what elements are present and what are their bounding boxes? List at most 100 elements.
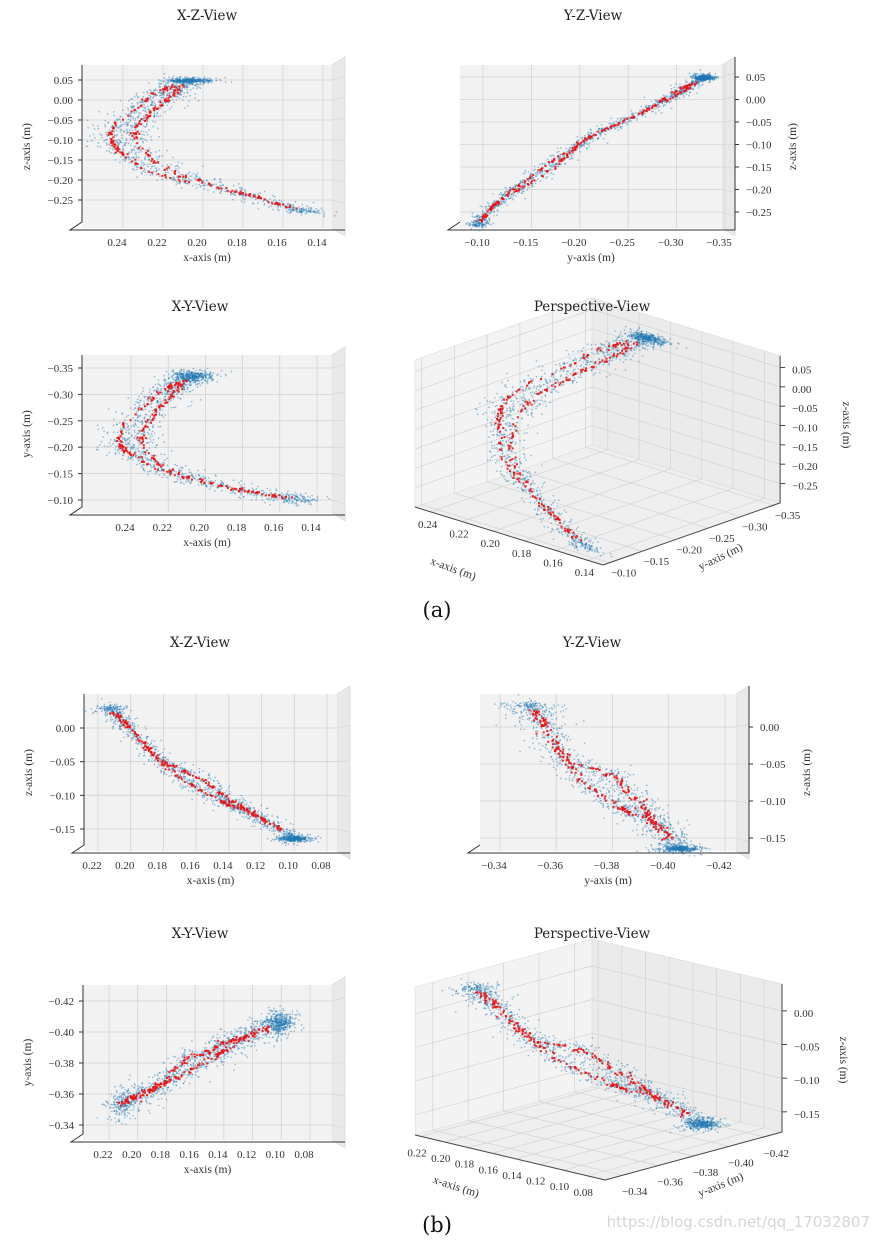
cloud-point [166, 104, 168, 107]
trajectory-point [575, 146, 578, 149]
side-gridline [331, 499, 346, 505]
cloud-point [134, 153, 137, 155]
cloud-point [133, 105, 136, 108]
cloud-point [476, 225, 479, 227]
cloud-point [137, 420, 139, 423]
cloud-point [705, 77, 708, 80]
cloud-point [502, 200, 505, 203]
cloud-point [172, 398, 175, 400]
cloud-point [192, 81, 195, 83]
cloud-point [588, 134, 590, 136]
cloud-point [599, 132, 601, 135]
cloud-point [535, 175, 538, 177]
cloud-point [168, 78, 170, 81]
cloud-point [292, 209, 295, 212]
cloud-point [270, 492, 273, 494]
trajectory-point [197, 179, 200, 182]
cloud-point [135, 155, 138, 157]
cloud-point [189, 79, 192, 82]
cloud-point [698, 75, 700, 77]
cloud-point [698, 77, 701, 80]
cloud-point [573, 143, 575, 146]
cloud-point [202, 80, 205, 83]
cloud-point [487, 202, 490, 205]
cloud-point [189, 481, 191, 484]
cloud-point [202, 78, 204, 81]
cloud-point [704, 75, 707, 78]
trajectory-point [609, 125, 612, 128]
cloud-point [553, 155, 555, 157]
cloud-point [114, 158, 116, 161]
cloud-point [121, 436, 124, 439]
cloud-point [201, 165, 204, 168]
cloud-point [219, 191, 221, 194]
cloud-point [179, 79, 182, 82]
cloud-point [707, 76, 710, 79]
cloud-point [179, 380, 182, 382]
cloud-point [190, 79, 193, 81]
cloud-point [490, 210, 493, 213]
cloud-point [172, 75, 175, 78]
cloud-point [688, 72, 691, 75]
cloud-point [266, 487, 269, 490]
cloud-point [166, 80, 169, 82]
cloud-point [567, 148, 570, 151]
cloud-point [106, 432, 109, 434]
cloud-point [708, 73, 711, 76]
cloud-point [521, 184, 524, 186]
cloud-point [191, 80, 194, 83]
trajectory-point [532, 174, 535, 176]
x-tick-label: −0.15 [513, 237, 539, 249]
cloud-point [635, 117, 638, 119]
cloud-point [178, 76, 181, 78]
cloud-point [705, 74, 708, 77]
cloud-point [604, 130, 607, 133]
trajectory-point [271, 202, 274, 205]
cloud-point [140, 466, 143, 469]
cloud-point [244, 195, 247, 198]
cloud-point [706, 77, 709, 80]
cloud-point [136, 116, 139, 118]
cloud-point [185, 374, 188, 376]
cloud-point [264, 501, 266, 504]
cloud-point [144, 454, 147, 456]
cloud-point [707, 76, 709, 79]
cloud-point [216, 374, 218, 377]
cloud-point [514, 186, 517, 188]
cloud-point [704, 76, 707, 79]
cloud-point [682, 85, 685, 87]
cloud-point [255, 488, 258, 490]
cloud-point [138, 429, 141, 432]
cloud-point [698, 77, 700, 80]
cloud-point [131, 129, 134, 132]
cloud-point [184, 81, 186, 84]
cloud-point [541, 171, 543, 173]
cloud-point [199, 78, 201, 81]
trajectory-point [134, 158, 137, 161]
cloud-point [306, 205, 308, 208]
cloud-point [586, 143, 589, 145]
cloud-point [126, 131, 129, 134]
cloud-point [145, 111, 148, 113]
cloud-point [149, 395, 151, 398]
cloud-point [698, 78, 701, 80]
cloud-point [129, 456, 132, 459]
cloud-point [155, 170, 158, 173]
cloud-point [188, 79, 191, 82]
cloud-point [137, 148, 139, 151]
cloud-point [674, 98, 677, 101]
cloud-point [113, 152, 116, 155]
cloud-point [177, 78, 180, 81]
cloud-point [113, 431, 116, 433]
trajectory-point [630, 116, 633, 119]
cloud-point [698, 75, 701, 77]
trajectory-point [150, 160, 153, 163]
cloud-point [706, 75, 709, 78]
cloud-point [504, 186, 506, 189]
trajectory-point [157, 161, 160, 164]
cloud-point [707, 76, 710, 78]
cloud-point [201, 79, 204, 82]
trajectory-point [155, 390, 158, 393]
cloud-point [527, 180, 530, 182]
cloud-point [139, 149, 142, 151]
